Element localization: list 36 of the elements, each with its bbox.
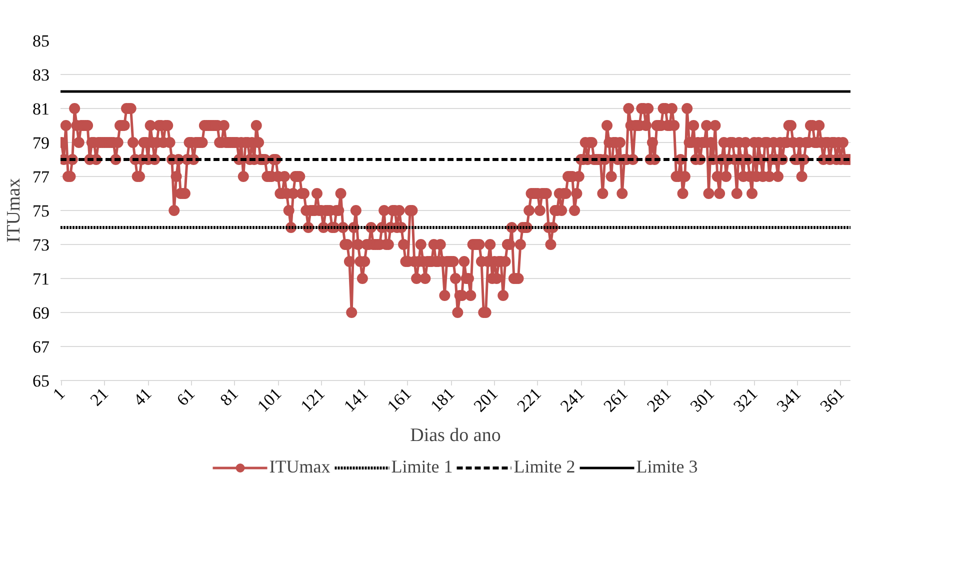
legend-label: ITUmax	[269, 456, 330, 478]
y-tick-label: 77	[32, 168, 50, 186]
legend-label: Limite 3	[636, 456, 698, 478]
x-axis-title: Dias do ano	[410, 425, 501, 446]
y-tick-label: 67	[32, 338, 50, 356]
y-tick-label: 65	[32, 372, 50, 390]
x-tick-label: 101	[254, 384, 286, 416]
x-tick-label: 201	[470, 384, 502, 416]
x-tick-label: 41	[130, 384, 156, 410]
y-tick-label: 81	[32, 100, 50, 118]
y-tick-label: 73	[32, 236, 50, 254]
y-axis-title: ITUmax	[4, 178, 24, 243]
x-tick-label: 301	[686, 384, 718, 416]
x-tick-label: 221	[513, 384, 545, 416]
y-tick-label: 75	[32, 202, 50, 220]
x-tick-label: 181	[426, 384, 458, 416]
y-tick-label: 83	[32, 66, 50, 84]
x-tick-label: 121	[296, 384, 328, 416]
y-tick-label: 69	[32, 304, 50, 322]
y-tick-label: 71	[32, 270, 50, 288]
x-tick-label: 81	[216, 384, 242, 410]
y-tick-label: 79	[32, 134, 50, 152]
x-tick-label: 361	[816, 384, 848, 416]
legend-label: Limite 1	[391, 456, 453, 478]
x-tick-label: 241	[556, 384, 588, 416]
x-tick-label: 1	[49, 384, 69, 404]
x-tick-label: 141	[340, 384, 372, 416]
x-tick-label: 21	[86, 384, 112, 410]
x-tick-label: 341	[773, 384, 805, 416]
x-tick-label: 281	[643, 384, 675, 416]
x-tick-label: 161	[383, 384, 415, 416]
x-tick-label: 261	[600, 384, 632, 416]
legend-label: Limite 2	[514, 456, 576, 478]
x-tick-label: 61	[173, 384, 199, 410]
x-tick-label: 321	[730, 384, 762, 416]
y-tick-label: 85	[32, 32, 50, 50]
